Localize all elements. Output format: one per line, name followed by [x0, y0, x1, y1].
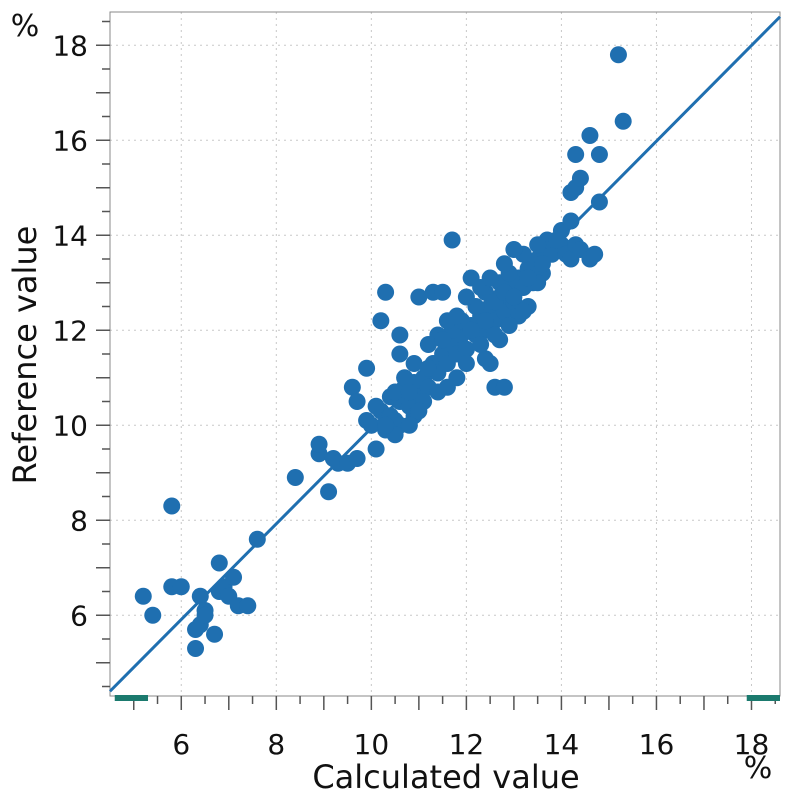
- data-point: [495, 378, 513, 396]
- data-point: [614, 112, 632, 130]
- data-point: [443, 231, 461, 249]
- data-point: [410, 402, 428, 420]
- data-point: [486, 326, 504, 344]
- data-point: [429, 383, 447, 401]
- data-point: [348, 393, 366, 410]
- x-axis-title: Calculated value: [312, 758, 579, 796]
- y-tick-label: 16: [52, 124, 88, 157]
- data-point: [163, 497, 181, 515]
- data-points: [134, 46, 632, 657]
- data-point: [457, 355, 475, 372]
- x-unit-label: %: [744, 751, 773, 786]
- data-point: [472, 336, 490, 353]
- data-point: [362, 416, 380, 434]
- data-point: [590, 146, 608, 163]
- data-point: [134, 587, 152, 605]
- data-point: [239, 597, 257, 615]
- data-point: [533, 255, 551, 273]
- data-point: [372, 312, 390, 330]
- data-point: [400, 383, 418, 401]
- data-point: [320, 483, 338, 501]
- data-point: [172, 578, 190, 596]
- gridlines: [110, 12, 780, 696]
- x-tick-label: 6: [172, 728, 190, 761]
- data-point: [396, 369, 414, 387]
- data-point: [191, 587, 209, 605]
- data-point: [286, 469, 304, 486]
- data-point: [567, 146, 585, 163]
- data-point: [590, 193, 608, 211]
- data-point: [495, 255, 513, 273]
- data-point: [476, 350, 494, 368]
- x-axis: 6 8 10 12 14 16 18: [133, 696, 776, 761]
- y-axis-title: Reference value: [6, 226, 44, 485]
- y-tick-label: 14: [52, 219, 88, 252]
- data-point: [386, 383, 404, 401]
- data-point: [505, 288, 523, 306]
- x-tick-label: 8: [267, 728, 285, 761]
- data-point: [348, 450, 366, 467]
- x-tick-label: 16: [639, 728, 675, 761]
- data-point: [405, 355, 423, 372]
- data-point: [457, 288, 475, 306]
- data-point: [562, 212, 580, 230]
- data-point: [609, 46, 627, 64]
- y-tick-label: 6: [70, 599, 88, 632]
- data-point: [581, 127, 599, 144]
- y-tick-label: 18: [52, 29, 88, 62]
- data-point: [514, 302, 532, 320]
- y-tick-label: 12: [52, 314, 88, 347]
- data-point: [500, 317, 518, 334]
- data-point: [419, 359, 437, 377]
- data-point: [248, 530, 266, 548]
- data-point: [358, 359, 376, 377]
- data-point: [519, 269, 537, 287]
- data-point: [206, 625, 224, 643]
- y-unit-label: %: [11, 9, 40, 44]
- data-point: [367, 397, 385, 415]
- data-point: [457, 340, 475, 358]
- data-point: [377, 416, 395, 434]
- x-tick-label: 14: [544, 728, 580, 761]
- data-point: [391, 345, 409, 363]
- y-tick-label: 10: [52, 409, 88, 442]
- data-point: [586, 245, 604, 263]
- data-point: [391, 326, 409, 344]
- data-point: [377, 283, 395, 301]
- x-tick-label: 12: [449, 728, 485, 761]
- data-point: [529, 236, 547, 254]
- data-point: [462, 321, 480, 339]
- y-tick-label: 8: [70, 504, 88, 537]
- data-point: [548, 231, 566, 249]
- data-point: [571, 169, 589, 187]
- data-point: [410, 288, 428, 306]
- data-point: [448, 369, 466, 387]
- x-tick-label: 10: [354, 728, 390, 761]
- data-point: [210, 554, 228, 572]
- data-point: [400, 416, 418, 434]
- y-axis: 6 8 10 12 14 16 18: [52, 20, 110, 688]
- data-point: [367, 440, 385, 458]
- data-point: [187, 640, 205, 657]
- x-tick-label: 18: [734, 728, 770, 761]
- data-point: [505, 241, 523, 258]
- data-point: [343, 378, 361, 396]
- data-point: [310, 435, 328, 453]
- data-point: [434, 331, 452, 349]
- data-point: [144, 606, 162, 624]
- data-point: [481, 269, 499, 287]
- data-point: [448, 307, 466, 325]
- data-point: [196, 606, 214, 624]
- data-point: [225, 568, 243, 586]
- data-point: [434, 283, 452, 301]
- data-point: [476, 312, 494, 330]
